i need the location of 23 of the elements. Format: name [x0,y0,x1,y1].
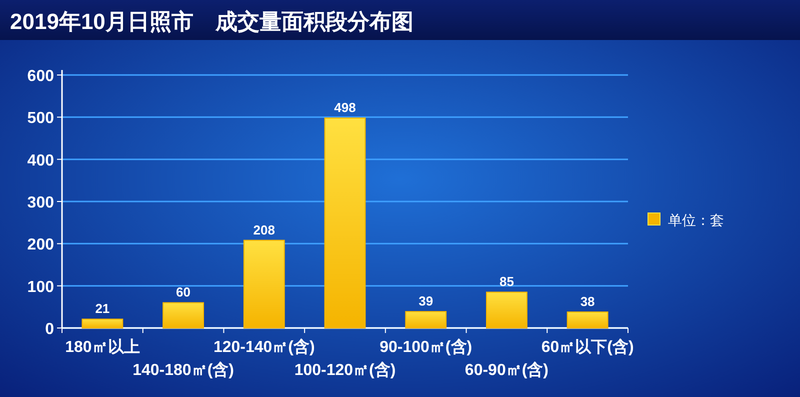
y-tick-label: 600 [27,68,54,85]
y-tick-label: 500 [27,110,54,128]
legend-label: 单位：套 [668,212,724,228]
x-tick-label: 60㎡以下(含) [541,338,634,356]
y-tick-label: 400 [27,152,54,170]
data-label: 498 [334,100,356,116]
x-tick-label: 140-180㎡(含) [132,361,234,379]
x-tick-label: 90-100㎡(含) [380,338,472,356]
y-tick-label: 200 [27,236,54,254]
y-tick-label: 0 [45,321,54,338]
data-label: 38 [580,294,595,309]
y-tick-label: 300 [27,194,54,212]
y-tick-label: 100 [27,278,54,296]
x-tick-label: 120-140㎡(含) [213,338,315,356]
x-tick-label: 100-120㎡(含) [294,361,396,379]
data-label: 208 [253,222,275,238]
data-label: 39 [418,294,434,309]
data-label: 85 [499,274,514,290]
data-label: 60 [176,284,191,300]
title: 2019年10月日照市 成交量面积段分布图 [10,9,414,34]
data-label: 21 [95,301,110,316]
x-tick-label: 60-90㎡(含) [464,361,549,379]
x-tick-label: 180㎡以上 [65,338,140,356]
